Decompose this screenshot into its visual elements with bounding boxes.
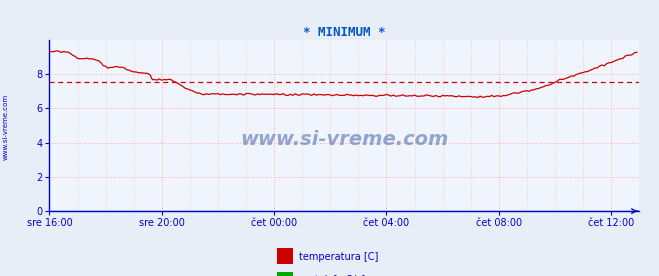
Text: temperatura [C]: temperatura [C]	[299, 252, 378, 262]
Title: * MINIMUM *: * MINIMUM *	[303, 26, 386, 39]
Text: www.si-vreme.com: www.si-vreme.com	[240, 130, 449, 149]
Text: pretok [m3/s]: pretok [m3/s]	[299, 275, 365, 276]
Text: www.si-vreme.com: www.si-vreme.com	[2, 94, 9, 160]
